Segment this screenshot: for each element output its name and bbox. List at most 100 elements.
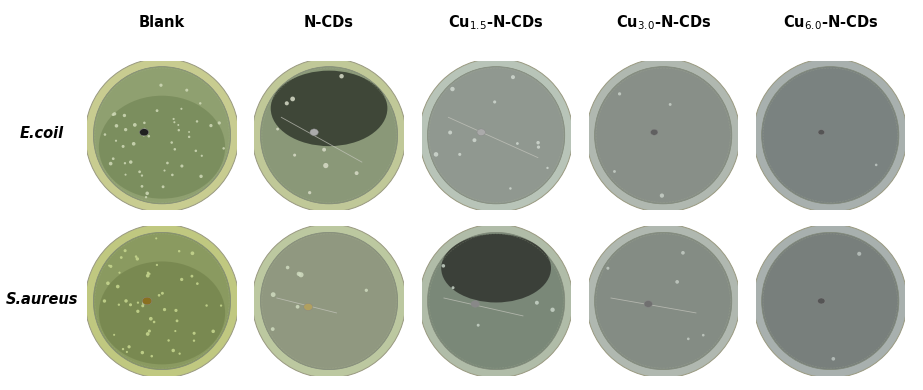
Ellipse shape bbox=[136, 257, 139, 261]
Ellipse shape bbox=[857, 252, 861, 256]
Ellipse shape bbox=[127, 345, 131, 348]
Ellipse shape bbox=[174, 309, 177, 312]
Ellipse shape bbox=[180, 165, 184, 168]
Ellipse shape bbox=[177, 124, 179, 126]
Ellipse shape bbox=[651, 129, 658, 135]
Ellipse shape bbox=[129, 303, 132, 306]
Ellipse shape bbox=[206, 304, 208, 307]
Ellipse shape bbox=[196, 120, 198, 122]
Ellipse shape bbox=[477, 129, 485, 136]
Ellipse shape bbox=[193, 339, 195, 342]
Ellipse shape bbox=[276, 128, 279, 131]
Ellipse shape bbox=[186, 89, 188, 92]
Ellipse shape bbox=[150, 355, 153, 358]
Ellipse shape bbox=[137, 301, 139, 304]
Ellipse shape bbox=[106, 282, 110, 285]
Ellipse shape bbox=[509, 187, 511, 190]
Ellipse shape bbox=[132, 142, 136, 145]
Ellipse shape bbox=[451, 286, 454, 289]
Ellipse shape bbox=[681, 251, 685, 255]
Ellipse shape bbox=[617, 92, 621, 96]
Ellipse shape bbox=[147, 271, 150, 274]
Ellipse shape bbox=[450, 87, 455, 91]
Ellipse shape bbox=[427, 232, 565, 370]
Ellipse shape bbox=[218, 121, 221, 124]
Ellipse shape bbox=[458, 153, 462, 156]
Ellipse shape bbox=[354, 171, 358, 175]
Ellipse shape bbox=[323, 163, 329, 168]
Ellipse shape bbox=[85, 224, 239, 378]
Ellipse shape bbox=[137, 310, 139, 313]
Ellipse shape bbox=[174, 330, 176, 332]
Ellipse shape bbox=[340, 74, 343, 78]
Ellipse shape bbox=[124, 162, 126, 164]
Ellipse shape bbox=[260, 67, 398, 204]
Ellipse shape bbox=[148, 135, 150, 138]
Ellipse shape bbox=[294, 154, 296, 157]
Ellipse shape bbox=[220, 305, 222, 307]
Ellipse shape bbox=[142, 301, 146, 305]
Ellipse shape bbox=[471, 301, 479, 307]
Ellipse shape bbox=[586, 224, 740, 378]
Ellipse shape bbox=[441, 264, 445, 268]
Ellipse shape bbox=[143, 122, 146, 124]
Ellipse shape bbox=[180, 278, 184, 281]
Ellipse shape bbox=[141, 304, 144, 307]
Ellipse shape bbox=[155, 238, 157, 239]
Ellipse shape bbox=[286, 266, 290, 269]
Ellipse shape bbox=[295, 305, 299, 308]
Ellipse shape bbox=[210, 124, 212, 127]
Ellipse shape bbox=[308, 191, 311, 194]
Ellipse shape bbox=[146, 191, 149, 195]
Ellipse shape bbox=[270, 292, 276, 297]
Text: S.aureus: S.aureus bbox=[6, 292, 78, 307]
Ellipse shape bbox=[102, 299, 106, 303]
Ellipse shape bbox=[173, 118, 174, 120]
Ellipse shape bbox=[537, 145, 540, 149]
Ellipse shape bbox=[122, 348, 125, 350]
Ellipse shape bbox=[162, 308, 166, 311]
Ellipse shape bbox=[270, 327, 275, 331]
Ellipse shape bbox=[473, 138, 476, 142]
Ellipse shape bbox=[304, 303, 313, 310]
Ellipse shape bbox=[419, 224, 573, 378]
Ellipse shape bbox=[141, 174, 143, 177]
Ellipse shape bbox=[146, 274, 150, 278]
Ellipse shape bbox=[161, 292, 164, 295]
Text: Cu$_{3.0}$-N-CDs: Cu$_{3.0}$-N-CDs bbox=[616, 14, 711, 32]
Ellipse shape bbox=[701, 334, 704, 337]
Ellipse shape bbox=[93, 232, 231, 370]
Ellipse shape bbox=[123, 114, 126, 117]
Ellipse shape bbox=[174, 121, 175, 123]
Ellipse shape bbox=[116, 285, 120, 288]
Ellipse shape bbox=[156, 264, 158, 266]
Ellipse shape bbox=[427, 67, 565, 204]
Ellipse shape bbox=[113, 112, 116, 115]
Ellipse shape bbox=[195, 150, 198, 152]
Ellipse shape bbox=[660, 193, 664, 198]
Ellipse shape bbox=[178, 250, 180, 252]
Ellipse shape bbox=[290, 97, 295, 101]
Ellipse shape bbox=[546, 167, 548, 169]
Ellipse shape bbox=[536, 141, 540, 144]
Ellipse shape bbox=[644, 301, 653, 307]
Ellipse shape bbox=[419, 58, 573, 212]
Ellipse shape bbox=[99, 261, 225, 364]
Ellipse shape bbox=[126, 351, 128, 353]
Ellipse shape bbox=[142, 134, 145, 136]
Ellipse shape bbox=[99, 96, 225, 199]
Ellipse shape bbox=[449, 131, 452, 135]
Ellipse shape bbox=[676, 280, 679, 284]
Ellipse shape bbox=[112, 113, 114, 116]
Ellipse shape bbox=[93, 67, 231, 204]
Ellipse shape bbox=[175, 319, 178, 322]
Ellipse shape bbox=[199, 102, 201, 105]
Ellipse shape bbox=[188, 131, 190, 133]
Ellipse shape bbox=[606, 267, 609, 270]
Ellipse shape bbox=[140, 351, 144, 354]
Ellipse shape bbox=[153, 321, 155, 323]
Ellipse shape bbox=[188, 136, 190, 138]
Ellipse shape bbox=[818, 298, 825, 304]
Ellipse shape bbox=[114, 334, 115, 336]
Text: Cu$_{6.0}$-N-CDs: Cu$_{6.0}$-N-CDs bbox=[783, 14, 878, 32]
